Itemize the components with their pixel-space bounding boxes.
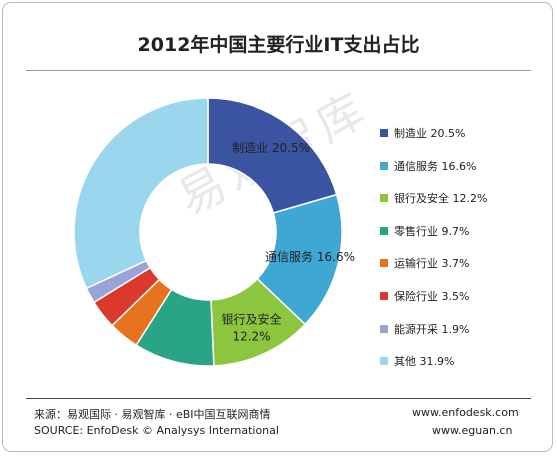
slice-label-2: 通信服务 16.6% — [265, 249, 355, 264]
url-eguan: www.eguan.cn — [432, 424, 513, 437]
legend-label: 通信服务 16.6% — [394, 159, 477, 173]
legend-swatch — [380, 259, 388, 268]
legend-label: 其他 31.9% — [394, 355, 455, 369]
url-enfodesk: www.enfodesk.com — [412, 406, 519, 419]
slice-1 — [207, 97, 338, 214]
legend-swatch — [380, 324, 388, 333]
title-divider — [26, 70, 531, 71]
source-english: SOURCE: EnfoDesk © Analysys Internationa… — [34, 424, 279, 437]
slice-label-1: 制造业 20.5% — [232, 141, 310, 155]
footer-divider — [26, 398, 531, 399]
legend-swatch — [380, 226, 388, 235]
legend-item-3: 银行及安全 12.2% — [380, 189, 487, 207]
legend-label: 制造业 20.5% — [394, 127, 466, 140]
legend-item-4: 零售行业 9.7% — [380, 222, 487, 240]
legend-item-8: 其他 31.9% — [380, 352, 487, 370]
legend-label: 运输行业 3.7% — [394, 257, 470, 271]
legend-item-5: 运输行业 3.7% — [380, 254, 487, 272]
legend-label: 银行及安全 12.2% — [394, 192, 488, 206]
legend-swatch — [380, 129, 388, 137]
legend-swatch — [380, 194, 388, 203]
legend-label: 能源开采 1.9% — [394, 322, 470, 336]
legend-item-7: 能源开采 1.9% — [380, 320, 487, 338]
source-chinese: 来源：易观国际 · 易观智库 · eBI中国互联网商情 — [34, 408, 271, 421]
chart-legend: 制造业 20.5% 通信服务 16.6% 银行及安全 12.2% 零售行业 9.7% 运… — [380, 124, 487, 385]
legend-swatch — [380, 291, 388, 300]
chart-title: 2012年中国主要行业IT支出占比 — [137, 34, 420, 56]
legend-item-1: 制造业 20.5% — [380, 124, 487, 142]
slice-8 — [73, 97, 209, 290]
slice-label-3: 银行及安全 12.2% — [222, 312, 282, 344]
legend-label: 零售行业 9.7% — [394, 224, 470, 238]
legend-label: 保险行业 3.5% — [394, 289, 470, 303]
legend-swatch — [380, 161, 388, 170]
legend-item-6: 保险行业 3.5% — [380, 287, 487, 305]
legend-swatch — [380, 357, 388, 366]
legend-item-2: 通信服务 16.6% — [380, 157, 487, 175]
